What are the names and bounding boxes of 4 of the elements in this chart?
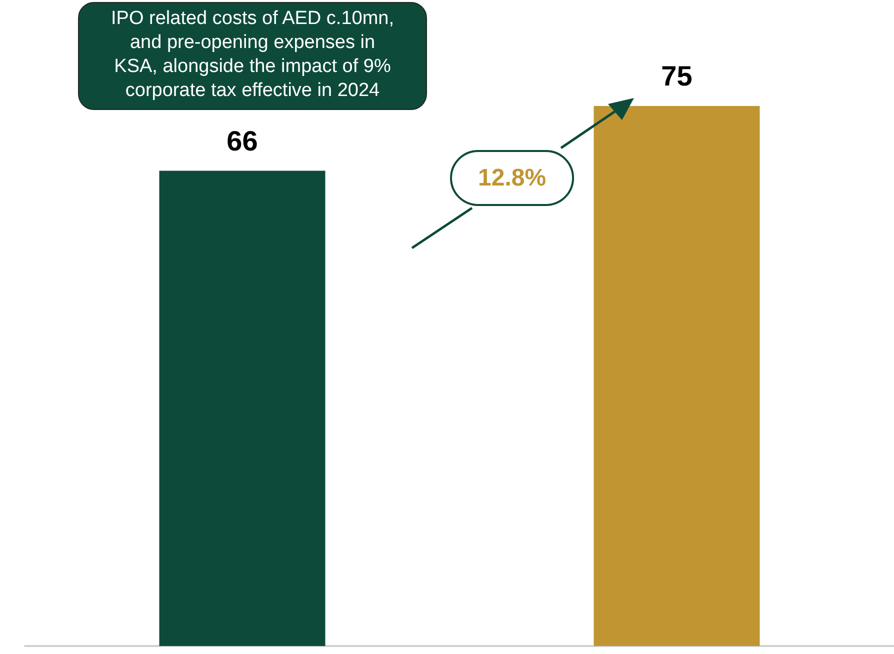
- annotation: 12.8%: [478, 164, 546, 192]
- data-label: 66: [226, 125, 258, 156]
- data-label: 75: [661, 60, 692, 92]
- callout-box: IPO related costs of AED c.10mn, and pre-opening expenses in KSA, alongside the impact of 9% corporate tax effective in 2024: [78, 2, 428, 110]
